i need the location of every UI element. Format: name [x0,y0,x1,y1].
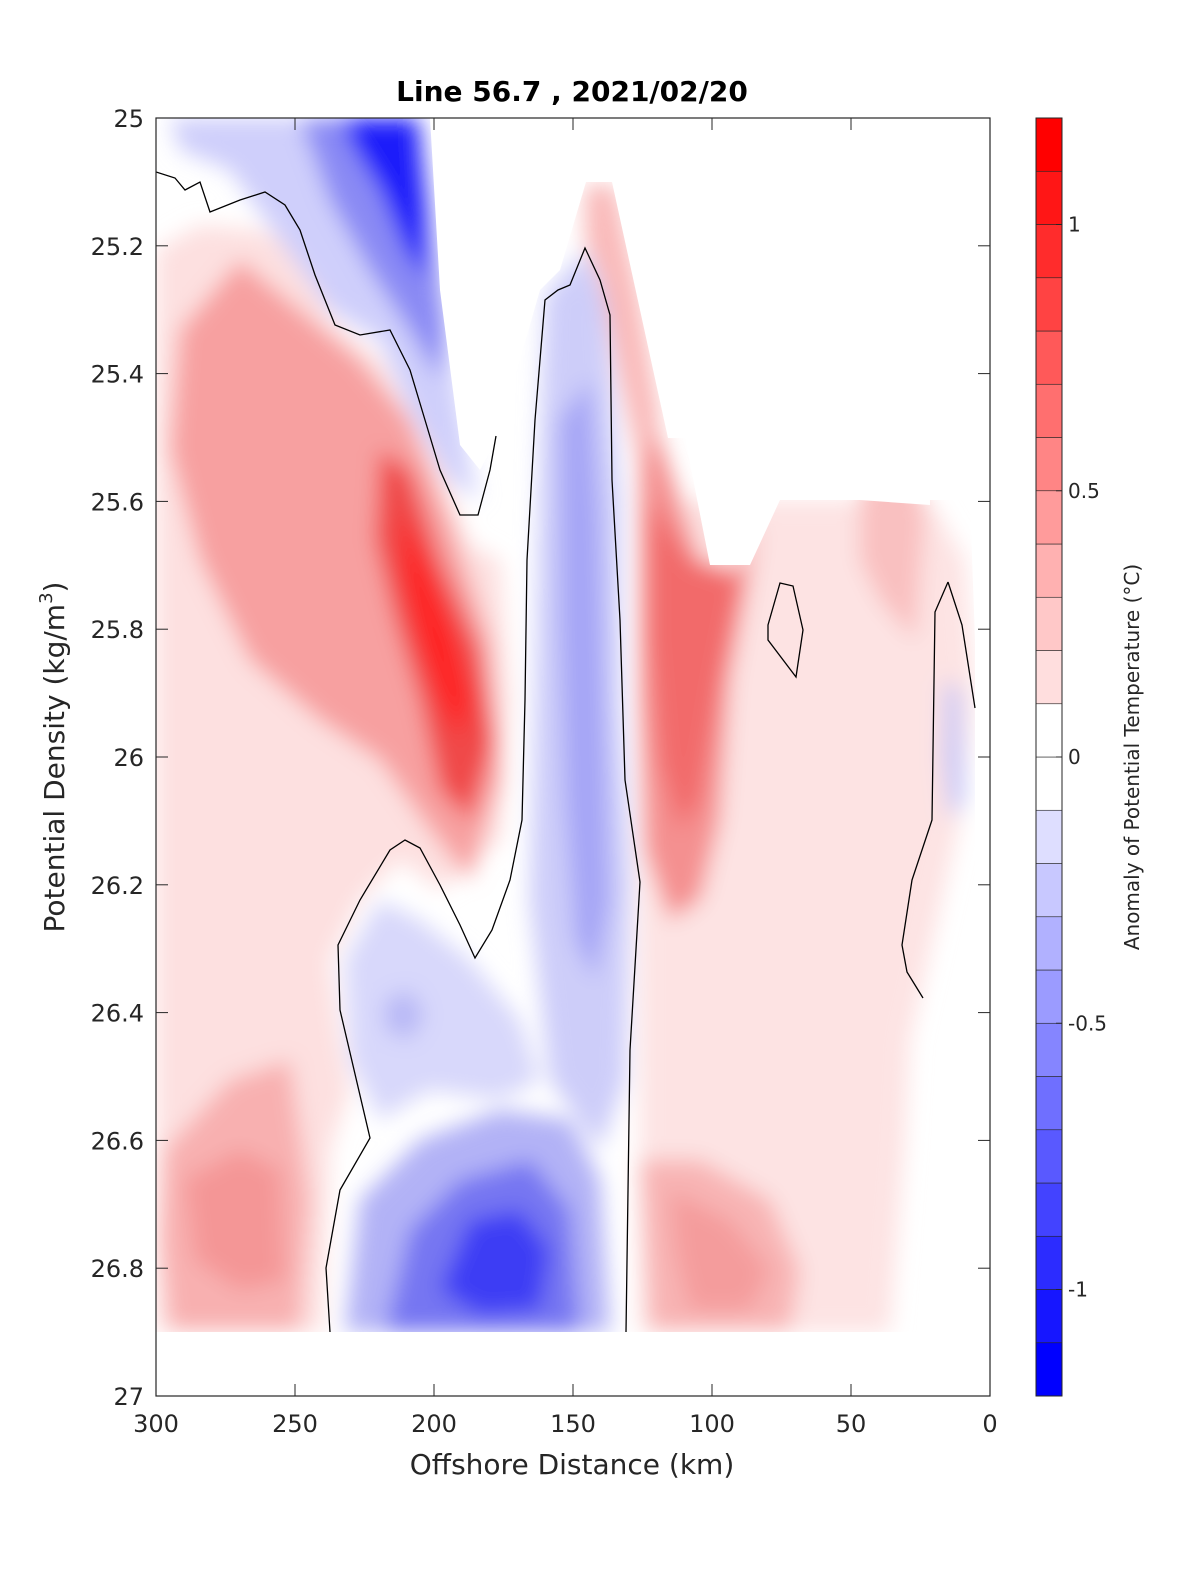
zero-contour-central [325,246,641,1333]
colorbar-band [1035,543,1063,598]
chart-title: Line 56.7 , 2021/02/20 [396,75,748,108]
colorbar-band [1035,224,1063,279]
colorbar-tick-label: 1 [1068,213,1081,237]
cold-column-core [560,380,610,980]
colorbar-band [1035,650,1063,705]
cold-lobe-west [345,900,540,1120]
cold-lobe-spot [385,990,425,1040]
x-tick-label: 200 [411,1410,457,1438]
colorbar-band [1035,703,1063,758]
colorbar-band [1035,383,1063,438]
colorbar-band [1035,1182,1063,1237]
colorbar-band [1035,1235,1063,1290]
colorbar-band [1035,809,1063,864]
y-tick-label: 25 [113,105,144,133]
colorbar-band [1035,330,1063,385]
colorbar-band [1035,490,1063,545]
colorbar-band [1035,916,1063,971]
y-tick-label: 25.6 [91,488,144,516]
colorbar-band [1035,1289,1063,1344]
warm-tongue [585,185,660,470]
warm-bottom-east-core [670,1190,770,1310]
y-ticks: 25 25.2 25.4 25.6 25.8 26 26.2 26.4 26.6 26.8 27 [91,105,990,1411]
y-tick-label: 26.4 [91,1000,144,1028]
x-tick-label: 300 [133,1410,179,1438]
y-tick-label: 25.2 [91,233,144,261]
x-tick-label: 250 [272,1410,318,1438]
warm-west-core [170,260,500,880]
y-tick-label: 25.8 [91,616,144,644]
cold-tongue-core [340,118,428,280]
colorbar-band [1035,1129,1063,1184]
colorbar-band [1035,170,1063,225]
x-tick-label: 150 [550,1410,596,1438]
colorbar-band [1035,1342,1063,1397]
x-tick-label: 50 [836,1410,867,1438]
colorbar-tick-label: -0.5 [1068,1011,1107,1035]
colorbar-ticks: 1 0.5 0 -0.5 -1 [1056,213,1107,1302]
colorbar-band [1035,1022,1063,1077]
cold-far-east [943,680,965,820]
y-tick-label: 27 [113,1383,144,1411]
warm-east-peak [650,500,740,830]
warm-peak-inner [400,510,470,740]
x-tick-label: 0 [982,1410,997,1438]
zero-contour-far-east [901,581,976,999]
x-axis-label: Offshore Distance (km) [410,1448,735,1481]
colorbar-tick-label: 0.5 [1068,479,1100,503]
zero-contours [156,171,976,1333]
colorbar-band [1035,756,1063,811]
y-tick-label: 26.8 [91,1255,144,1283]
cold-bowl-core [440,1210,550,1315]
x-tick-label: 100 [689,1410,735,1438]
warm-bottom-west-core [185,1150,285,1290]
colorbar-tick-label: -1 [1068,1278,1088,1302]
colorbar-band [1035,1076,1063,1131]
colorbar-band [1035,117,1063,172]
nodata-right-strip [975,640,990,1332]
colorbar-tick-label: 0 [1068,745,1081,769]
colorbar-band [1035,863,1063,918]
colorbar-label: Anomaly of Potential Temperature (°C) [1120,564,1144,950]
anomaly-field [156,118,990,1396]
colorbar-band [1035,437,1063,492]
y-tick-label: 25.4 [91,361,144,389]
y-tick-label: 26 [113,744,144,772]
colorbar-band [1035,969,1063,1024]
y-tick-label: 26.2 [91,872,144,900]
colorbar-band [1035,596,1063,651]
zero-contour-loop [767,582,804,679]
x-ticks: 300 250 200 150 100 50 0 [133,118,998,1438]
colorbar [1035,117,1063,1397]
y-axis-label: Potential Density (kg/m3) [36,582,71,933]
nodata-top-right [430,118,990,640]
colorbar-band [1035,277,1063,332]
y-tick-label: 26.6 [91,1127,144,1155]
zero-contour-top-left [156,171,497,516]
nodata-bottom [156,1332,990,1396]
